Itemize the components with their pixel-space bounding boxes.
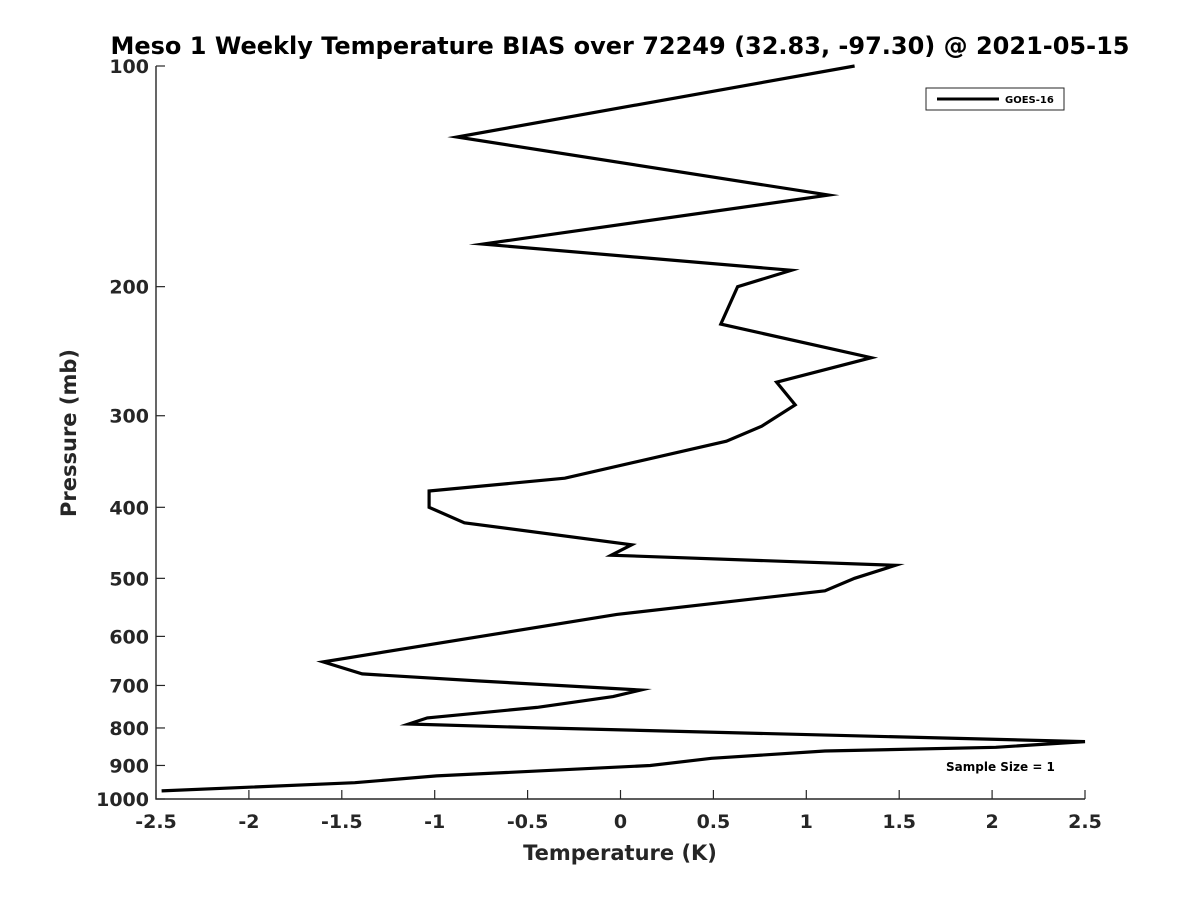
x-tick-label: 1.5 [882,811,916,833]
x-axis-label: Temperature (K) [523,841,717,865]
sample-size-annotation: Sample Size = 1 [946,760,1055,774]
plot-area: -2.5 -2 -1.5 -1 -0.5 0 0.5 1 1.5 2 2.5 100 200 300 40… [96,56,1102,833]
x-tick-label: 2.5 [1068,811,1102,833]
x-tick-label: -0.5 [507,811,549,833]
x-tick-label: -1.5 [321,811,363,833]
y-tick-label: 600 [109,626,149,648]
y-tick-label: 400 [109,497,149,519]
chart-title: Meso 1 Weekly Temperature BIAS over 7224… [110,32,1129,60]
y-tick-label: 100 [109,56,149,78]
x-tick-label: 1 [800,811,813,833]
x-tick-label: 0.5 [697,811,731,833]
y-tick-label: 1000 [96,789,149,811]
x-tick-label: 2 [985,811,998,833]
y-tick-label: 300 [109,406,149,428]
legend-label-goes-16: GOES-16 [1005,95,1054,106]
y-axis-label: Pressure (mb) [57,349,81,517]
y-tick-label: 900 [109,755,149,777]
y-tick-label: 500 [109,568,149,590]
legend: GOES-16 [925,87,1065,111]
y-axis-ticks: 100 200 300 400 500 600 700 800 900 1000 [96,56,165,811]
y-tick-label: 800 [109,718,149,740]
series-line-goes-16 [161,64,1086,793]
x-tick-label: 0 [614,811,627,833]
y-tick-label: 200 [109,277,149,299]
x-tick-label: -2.5 [135,811,177,833]
x-tick-label: -2 [238,811,259,833]
x-tick-label: -1 [424,811,445,833]
y-tick-label: 700 [109,675,149,697]
x-axis-ticks: -2.5 -2 -1.5 -1 -0.5 0 0.5 1 1.5 2 2.5 [135,790,1102,833]
